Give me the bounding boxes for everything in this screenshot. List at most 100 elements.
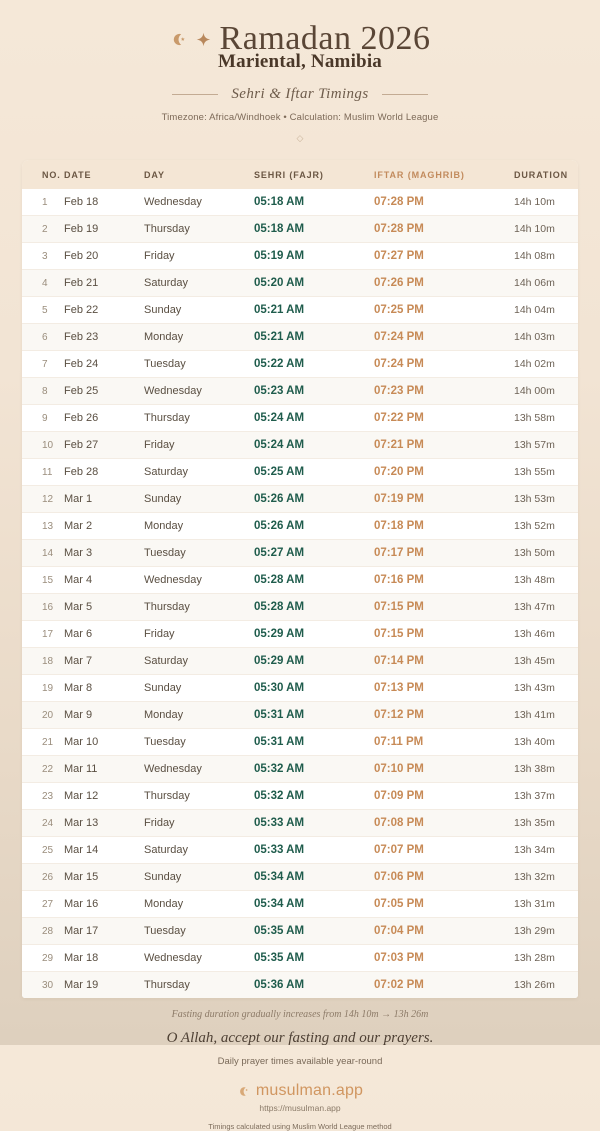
row-iftar: 07:11 PM bbox=[374, 728, 514, 756]
table-row[interactable]: 12 Mar 1 Sunday 05:26 AM 07:19 PM 13h 53m bbox=[22, 485, 578, 513]
column-header-iftar[interactable]: IFTAR (MAGHRIB) bbox=[374, 160, 514, 189]
table-row[interactable]: 10 Feb 27 Friday 05:24 AM 07:21 PM 13h 57m bbox=[22, 431, 578, 459]
table-row[interactable]: 7 Feb 24 Tuesday 05:22 AM 07:24 PM 14h 02m bbox=[22, 350, 578, 378]
row-no: 19 bbox=[22, 674, 64, 702]
row-sehri: 05:36 AM bbox=[254, 971, 374, 998]
row-date: Feb 24 bbox=[64, 350, 144, 378]
table-row[interactable]: 15 Mar 4 Wednesday 05:28 AM 07:16 PM 13h 48m bbox=[22, 566, 578, 594]
brand-name[interactable]: musulman.app bbox=[255, 1082, 364, 1099]
table-head: NO. DATE DAY SEHRI (FAJR) IFTAR (MAGHRIB… bbox=[22, 160, 578, 189]
table-row[interactable]: 22 Mar 11 Wednesday 05:32 AM 07:10 PM 13h 38m bbox=[22, 755, 578, 783]
row-no: 6 bbox=[22, 323, 64, 351]
table-row[interactable]: 20 Mar 9 Monday 05:31 AM 07:12 PM 13h 41m bbox=[22, 701, 578, 729]
tagline-row: Sehri & Iftar Timings bbox=[0, 86, 600, 103]
row-sehri: 05:21 AM bbox=[254, 323, 374, 351]
column-header-sehri[interactable]: SEHRI (FAJR) bbox=[254, 160, 374, 189]
row-duration: 13h 26m bbox=[514, 971, 578, 998]
table-row[interactable]: 16 Mar 5 Thursday 05:28 AM 07:15 PM 13h 47m bbox=[22, 593, 578, 621]
column-header-date[interactable]: DATE bbox=[64, 160, 144, 189]
rule-right bbox=[381, 94, 428, 95]
page-header: Ramadan 2026 Mariental, Namibia Sehri & … bbox=[0, 0, 600, 143]
table-row[interactable]: 4 Feb 21 Saturday 05:20 AM 07:26 PM 14h 06m bbox=[22, 269, 578, 297]
row-day: Friday bbox=[144, 620, 254, 648]
row-sehri: 05:35 AM bbox=[254, 944, 374, 972]
row-duration: 13h 40m bbox=[514, 728, 578, 756]
row-date: Mar 17 bbox=[64, 917, 144, 945]
row-day: Wednesday bbox=[144, 944, 254, 972]
row-sehri: 05:32 AM bbox=[254, 755, 374, 783]
column-header-duration[interactable]: DURATION bbox=[514, 160, 578, 189]
row-day: Saturday bbox=[144, 269, 254, 297]
row-date: Feb 18 bbox=[64, 196, 99, 208]
row-date: Mar 6 bbox=[64, 620, 144, 648]
row-sehri: 05:23 AM bbox=[254, 377, 374, 405]
row-no: 24 bbox=[22, 809, 64, 837]
table-row[interactable]: 1 Feb 18 Wednesday 05:18 AM 07:28 PM 14h 10m bbox=[22, 189, 578, 216]
row-date: Feb 25 bbox=[64, 377, 144, 405]
row-no: 15 bbox=[22, 566, 64, 594]
table-row[interactable]: 29 Mar 18 Wednesday 05:35 AM 07:03 PM 13h 28m bbox=[22, 944, 578, 972]
row-duration: 13h 52m bbox=[514, 512, 578, 540]
row-no: 20 bbox=[22, 701, 64, 729]
row-sehri: 05:34 AM bbox=[254, 863, 374, 891]
table-row[interactable]: 17 Mar 6 Friday 05:29 AM 07:15 PM 13h 46m bbox=[22, 620, 578, 648]
row-sehri: 05:29 AM bbox=[254, 620, 374, 648]
row-iftar: 07:06 PM bbox=[374, 863, 514, 891]
row-date: Mar 13 bbox=[64, 809, 144, 837]
row-duration: 14h 06m bbox=[514, 269, 578, 297]
table-row[interactable]: 23 Mar 12 Thursday 05:32 AM 07:09 PM 13h 37m bbox=[22, 782, 578, 810]
table-row[interactable]: 9 Feb 26 Thursday 05:24 AM 07:22 PM 13h 58m bbox=[22, 404, 578, 432]
table-header-row: NO. DATE DAY SEHRI (FAJR) IFTAR (MAGHRIB… bbox=[22, 160, 578, 189]
row-duration: 13h 37m bbox=[514, 782, 578, 810]
row-date: Mar 3 bbox=[64, 539, 144, 567]
row-no: 17 bbox=[22, 620, 64, 648]
table-row[interactable]: 5 Feb 22 Sunday 05:21 AM 07:25 PM 14h 04m bbox=[22, 296, 578, 324]
table-row[interactable]: 13 Mar 2 Monday 05:26 AM 07:18 PM 13h 52m bbox=[22, 512, 578, 540]
row-iftar: 07:28 PM bbox=[374, 215, 514, 243]
row-day: Sunday bbox=[144, 485, 254, 513]
row-date: Mar 19 bbox=[64, 971, 144, 998]
brand-url[interactable]: https://musulman.app bbox=[259, 1103, 341, 1113]
table-row[interactable]: 2 Feb 19 Thursday 05:18 AM 07:28 PM 14h 10m bbox=[22, 215, 578, 243]
table-row[interactable]: 18 Mar 7 Saturday 05:29 AM 07:14 PM 13h 45m bbox=[22, 647, 578, 675]
rule-left bbox=[172, 94, 219, 95]
table-row[interactable]: 6 Feb 23 Monday 05:21 AM 07:24 PM 14h 03m bbox=[22, 323, 578, 351]
column-header-no[interactable]: NO. bbox=[22, 160, 64, 189]
row-date: Mar 18 bbox=[64, 944, 144, 972]
table-row[interactable]: 24 Mar 13 Friday 05:33 AM 07:08 PM 13h 35m bbox=[22, 809, 578, 837]
row-day: Monday bbox=[144, 701, 254, 729]
table-row[interactable]: 14 Mar 3 Tuesday 05:27 AM 07:17 PM 13h 50m bbox=[22, 539, 578, 567]
table-row[interactable]: 21 Mar 10 Tuesday 05:31 AM 07:11 PM 13h 40m bbox=[22, 728, 578, 756]
column-header-day[interactable]: DAY bbox=[144, 160, 254, 189]
row-iftar: 07:18 PM bbox=[374, 512, 514, 540]
table-row[interactable]: 19 Mar 8 Sunday 05:30 AM 07:13 PM 13h 43m bbox=[22, 674, 578, 702]
table-row[interactable]: 3 Feb 20 Friday 05:19 AM 07:27 PM 14h 08m bbox=[22, 242, 578, 270]
table-row[interactable]: 28 Mar 17 Tuesday 05:35 AM 07:04 PM 13h 29m bbox=[22, 917, 578, 945]
row-no: 1 bbox=[42, 196, 48, 208]
brand-row[interactable]: musulman.app bbox=[0, 1082, 600, 1100]
row-iftar: 07:07 PM bbox=[374, 836, 514, 864]
row-no: 21 bbox=[22, 728, 64, 756]
row-date: Feb 22 bbox=[64, 296, 144, 324]
four-point-sparkle-icon bbox=[196, 32, 211, 47]
row-no: 16 bbox=[22, 593, 64, 621]
table-row[interactable]: 25 Mar 14 Saturday 05:33 AM 07:07 PM 13h 34m bbox=[22, 836, 578, 864]
row-sehri: 05:31 AM bbox=[254, 728, 374, 756]
diamond-ornament-icon: ◇ bbox=[296, 133, 304, 143]
row-no: 5 bbox=[22, 296, 64, 324]
table-row[interactable]: 11 Feb 28 Saturday 05:25 AM 07:20 PM 13h 55m bbox=[22, 458, 578, 486]
table-row[interactable]: 30 Mar 19 Thursday 05:36 AM 07:02 PM 13h 26m bbox=[22, 971, 578, 998]
row-day: Sunday bbox=[144, 863, 254, 891]
row-iftar: 07:02 PM bbox=[374, 971, 514, 998]
row-no: 2 bbox=[22, 215, 64, 243]
row-date: Mar 4 bbox=[64, 566, 144, 594]
ramadan-timings-table: NO. DATE DAY SEHRI (FAJR) IFTAR (MAGHRIB… bbox=[22, 160, 578, 998]
row-duration: 14h 10m bbox=[514, 215, 578, 243]
row-duration: 13h 38m bbox=[514, 755, 578, 783]
row-date: Mar 2 bbox=[64, 512, 144, 540]
table-row[interactable]: 27 Mar 16 Monday 05:34 AM 07:05 PM 13h 31m bbox=[22, 890, 578, 918]
table-row[interactable]: 26 Mar 15 Sunday 05:34 AM 07:06 PM 13h 32m bbox=[22, 863, 578, 891]
row-day: Thursday bbox=[144, 404, 254, 432]
row-day: Thursday bbox=[144, 593, 254, 621]
table-row[interactable]: 8 Feb 25 Wednesday 05:23 AM 07:23 PM 14h 00m bbox=[22, 377, 578, 405]
